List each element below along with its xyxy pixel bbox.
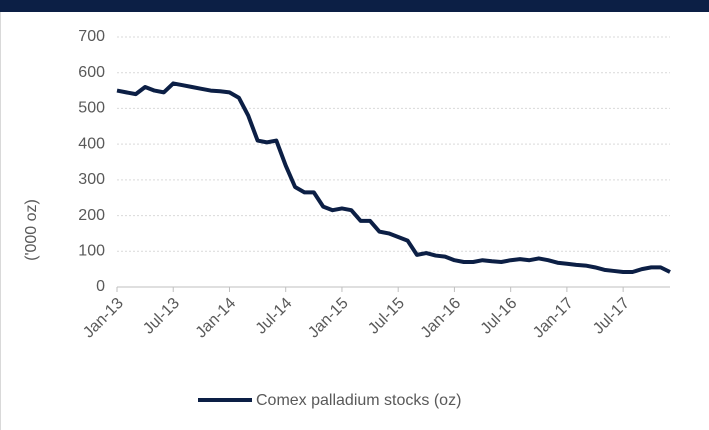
y-tick-label: 0 [96,278,105,295]
x-tick-label: Jan-14 [193,295,240,342]
y-tick-label: 600 [78,64,105,81]
y-tick-label: 400 [78,135,105,152]
x-tick-label: Jan-13 [80,295,127,342]
x-tick-label: Jan-15 [305,295,352,342]
x-tick-label: Jul-14 [253,295,296,338]
legend-label: Comex palladium stocks (oz) [256,392,461,409]
line-series [116,81,671,274]
x-tick-label: Jul-16 [478,295,521,338]
y-axis-title: ('000 oz) [23,199,40,261]
x-tick-label: Jan-16 [418,295,465,342]
x-tick-label: Jul-17 [590,295,633,338]
x-tick-label: Jul-13 [140,295,183,338]
y-tick-label: 100 [78,243,105,260]
header-bar [0,0,709,12]
y-tick-label: 300 [78,171,105,188]
y-tick-label: 700 [78,28,105,45]
x-tick-label: Jul-15 [365,295,408,338]
y-tick-label: 500 [78,100,105,117]
y-tick-label: 200 [78,207,105,224]
x-tick-label: Jan-17 [530,295,577,342]
